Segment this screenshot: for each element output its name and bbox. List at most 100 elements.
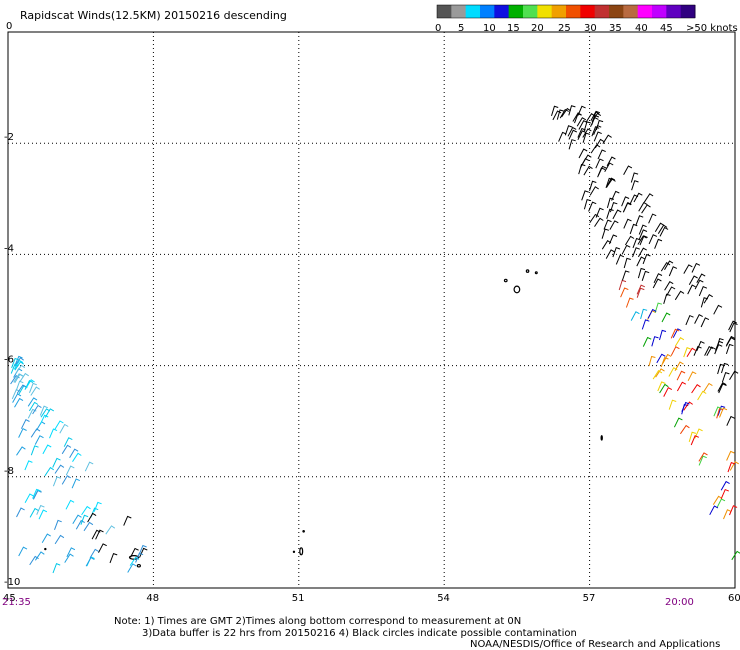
wind-barb	[578, 163, 586, 175]
island-outline	[44, 547, 47, 551]
wind-barb	[659, 329, 667, 341]
wind-barb	[139, 547, 148, 558]
wind-barb	[623, 202, 632, 212]
legend-label: 40	[635, 23, 648, 34]
wind-barb	[670, 346, 680, 356]
wind-barb	[620, 287, 629, 298]
wind-barb	[654, 222, 665, 232]
wind-barb	[612, 246, 621, 258]
wind-barb	[632, 237, 641, 249]
wind-barb	[655, 368, 665, 378]
wind-barb	[632, 247, 640, 258]
wind-barb	[30, 428, 41, 438]
wind-barb	[20, 419, 30, 429]
wind-barb	[615, 254, 625, 265]
wind-barb	[668, 399, 677, 410]
wind-barb	[719, 407, 728, 418]
wind-barb	[593, 124, 602, 135]
wind-barb	[19, 372, 29, 383]
wind-barb	[65, 499, 75, 510]
wind-barb	[717, 363, 725, 375]
wind-barb	[668, 266, 678, 277]
wind-barb	[72, 514, 82, 525]
wind-barb	[717, 405, 726, 416]
wind-barb	[636, 256, 646, 267]
wind-barb	[687, 284, 696, 295]
legend-swatch	[537, 5, 553, 18]
wind-barb	[639, 235, 648, 246]
wind-barb	[605, 177, 614, 189]
wind-barb	[16, 507, 25, 518]
wind-barb	[44, 466, 54, 477]
wind-barb	[138, 544, 147, 555]
wind-barb	[61, 475, 71, 485]
wind-barb	[39, 414, 49, 425]
wind-barb	[85, 556, 95, 567]
wind-barb	[635, 215, 644, 226]
wind-barb	[716, 337, 724, 349]
wind-barb	[14, 355, 23, 366]
wind-barb	[123, 515, 132, 526]
note-line-1: Note: 1) Times are GMT 2)Times along bot…	[114, 616, 522, 627]
wind-barb	[714, 344, 723, 355]
wind-barb	[551, 105, 559, 117]
wind-barb	[81, 505, 91, 516]
x-tick-label: 45	[3, 593, 16, 604]
wind-barb	[688, 431, 697, 443]
wind-barb	[703, 382, 713, 393]
wind-barb	[597, 149, 606, 160]
x-tick-label: 48	[146, 593, 159, 604]
wind-barb	[726, 415, 735, 426]
wind-barb	[676, 381, 687, 392]
wind-barb	[630, 172, 639, 183]
wind-barb	[623, 218, 632, 229]
wind-barb	[564, 125, 573, 136]
wind-barb	[693, 345, 702, 356]
wind-barb	[698, 286, 708, 297]
wind-barb	[582, 132, 591, 143]
legend-label: 5	[458, 23, 464, 34]
wind-barb	[597, 167, 606, 178]
wind-barb	[694, 279, 704, 290]
legend-swatch	[566, 5, 581, 18]
wind-barb	[129, 556, 140, 566]
wind-barb	[91, 529, 101, 540]
wind-barb	[581, 190, 589, 201]
wind-barb	[656, 353, 666, 364]
wind-barb	[725, 337, 735, 347]
wind-barb	[18, 428, 27, 438]
wind-barb	[664, 281, 674, 291]
wind-barb	[674, 337, 685, 347]
island-outline	[513, 285, 521, 294]
wind-barb	[672, 328, 682, 338]
wind-barb	[127, 563, 137, 573]
wind-barb	[718, 383, 727, 394]
wind-barb	[34, 551, 45, 561]
island-outline	[136, 563, 141, 568]
wind-barb	[648, 355, 656, 367]
legend-label: 10	[483, 23, 496, 34]
legend-swatch	[680, 5, 696, 18]
wind-barb	[720, 488, 729, 499]
wind-barb	[588, 201, 597, 212]
wind-barb	[595, 158, 604, 169]
legend-swatch	[623, 5, 639, 18]
wind-barb	[683, 401, 693, 411]
wind-barb	[75, 519, 85, 530]
land-outlines	[44, 269, 603, 568]
wind-barb	[621, 270, 630, 281]
wind-barb	[609, 220, 619, 230]
wind-barb	[648, 234, 658, 245]
wind-barb	[691, 384, 701, 394]
wind-barb	[606, 208, 614, 219]
wind-barb	[59, 423, 69, 434]
wind-barb	[69, 448, 79, 458]
wind-barb	[552, 110, 562, 121]
wind-barb	[686, 347, 696, 358]
wind-barb	[135, 552, 144, 563]
legend-swatch	[508, 5, 524, 18]
wind-barb	[18, 546, 28, 557]
wind-barb	[49, 428, 58, 439]
legend-swatch	[609, 5, 624, 18]
wind-barb	[728, 320, 737, 331]
